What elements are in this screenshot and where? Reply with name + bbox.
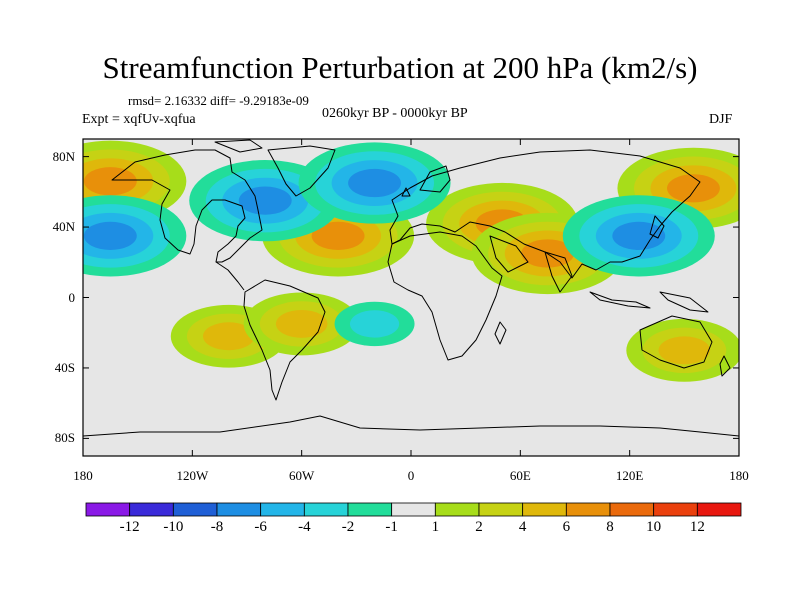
map-area <box>83 139 739 456</box>
x-tick-label: 120W <box>176 468 209 483</box>
field-region-9-level-3 <box>348 168 401 198</box>
y-tick-label: 80N <box>52 148 75 164</box>
field-region-0-level-3 <box>83 167 137 196</box>
y-tick-label: 0 <box>68 289 76 305</box>
chart-title: Streamfunction Perturbation at 200 hPa (… <box>102 50 698 85</box>
y-tick-label: 80S <box>54 430 75 446</box>
field-region-11-level-3 <box>612 221 666 250</box>
x-tick-label: 180 <box>729 468 749 483</box>
colorbar-swatch-2 <box>172 502 218 517</box>
colorbar-swatch-0 <box>85 502 131 517</box>
colorbar-swatch-8 <box>434 502 480 517</box>
colorbar-swatch-10 <box>522 502 567 517</box>
colorbar-label: -6 <box>254 519 267 535</box>
x-tick-label: 60W <box>289 468 315 483</box>
colorbar-label: -8 <box>210 519 224 535</box>
colorbar-swatch-11 <box>565 502 611 517</box>
colorbar-swatch-13 <box>653 502 698 517</box>
field-region-4-level-3 <box>667 174 720 203</box>
field-shading <box>83 140 739 382</box>
period-label: 0260kyr BP - 0000kyr BP <box>322 106 468 121</box>
colorbar-label: 2 <box>475 519 483 535</box>
x-tick-label: 60E <box>509 468 531 483</box>
field-region-12-level-1 <box>349 310 400 338</box>
field-region-8-level-3 <box>238 186 292 215</box>
coastlines <box>83 139 739 437</box>
colorbar-label: 12 <box>689 519 705 535</box>
rmsd-diff-label: rmsd= 2.16332 diff= -9.29183e-09 <box>128 93 309 108</box>
field-region-1-level-3 <box>311 221 365 250</box>
y-tick-label: 40S <box>54 359 75 375</box>
colorbar-swatch-6 <box>347 502 393 517</box>
colorbar-label: 1 <box>431 519 440 535</box>
x-tick-label: 120E <box>615 468 644 483</box>
colorbar-label: -12 <box>119 519 140 535</box>
season-label: DJF <box>709 112 733 127</box>
field-region-10-level-3 <box>83 221 137 250</box>
y-tick-label: 40N <box>52 219 75 235</box>
colorbar-label: -2 <box>341 519 355 535</box>
experiment-label: Expt = xqfUv-xqfua <box>82 112 196 127</box>
colorbar-swatch-14 <box>696 502 742 517</box>
colorbar-swatch-7 <box>391 502 436 517</box>
field-region-6-level-2 <box>275 309 328 338</box>
colorbar <box>85 502 742 517</box>
colorbar-label: -10 <box>163 519 184 535</box>
colorbar-label: -1 <box>385 519 398 535</box>
colorbar-swatch-3 <box>216 502 262 517</box>
x-tick-label: 180 <box>73 468 93 483</box>
colorbar-swatch-4 <box>260 502 305 517</box>
colorbar-label: 4 <box>518 519 527 535</box>
field-region-7-level-2 <box>658 336 711 365</box>
x-tick-label: 0 <box>407 468 415 483</box>
colorbar-swatch-9 <box>478 502 524 517</box>
colorbar-swatch-12 <box>609 502 655 517</box>
colorbar-label: 10 <box>646 519 662 535</box>
y-tick-marks <box>83 156 739 439</box>
field-region-5-level-2 <box>203 322 255 351</box>
colorbar-label: 6 <box>562 519 571 535</box>
colorbar-swatch-1 <box>129 502 174 517</box>
x-tick-marks <box>82 139 740 456</box>
colorbar-swatch-5 <box>303 502 349 517</box>
colorbar-label: 8 <box>606 519 614 535</box>
colorbar-label: -4 <box>298 519 311 535</box>
